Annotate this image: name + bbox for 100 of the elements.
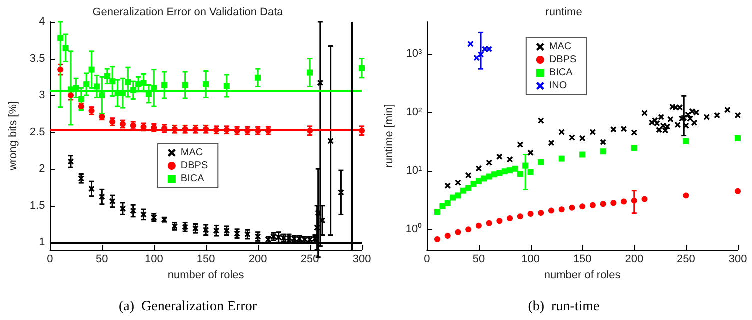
y-tick-label: 10² bbox=[406, 106, 422, 118]
point bbox=[182, 82, 188, 88]
point bbox=[517, 142, 524, 148]
point bbox=[580, 152, 586, 158]
point bbox=[78, 176, 84, 182]
point bbox=[714, 112, 720, 118]
point bbox=[569, 134, 576, 141]
point bbox=[450, 194, 456, 201]
point bbox=[600, 201, 606, 208]
point bbox=[580, 135, 586, 142]
point bbox=[704, 114, 710, 120]
point bbox=[62, 45, 69, 52]
point bbox=[444, 233, 451, 239]
legend-label: DBPS bbox=[549, 54, 577, 66]
point bbox=[476, 178, 482, 184]
point bbox=[58, 66, 64, 73]
point bbox=[466, 226, 472, 233]
point bbox=[224, 228, 230, 234]
point bbox=[528, 150, 534, 156]
point bbox=[88, 186, 95, 192]
point bbox=[307, 70, 314, 76]
point bbox=[444, 182, 451, 189]
point bbox=[99, 92, 106, 99]
point bbox=[735, 135, 741, 142]
point bbox=[440, 203, 446, 210]
point bbox=[224, 82, 230, 89]
point bbox=[724, 107, 731, 114]
point bbox=[162, 82, 168, 88]
point bbox=[328, 138, 334, 144]
x-tick-label: 300 bbox=[728, 254, 748, 266]
text: (b) run-time bbox=[528, 300, 600, 314]
point bbox=[455, 229, 462, 236]
point bbox=[691, 120, 698, 126]
y-tick-label: 4 bbox=[39, 16, 46, 28]
point bbox=[668, 116, 674, 122]
point bbox=[140, 212, 147, 218]
point bbox=[569, 204, 576, 211]
point bbox=[689, 108, 696, 114]
point bbox=[140, 80, 147, 86]
point bbox=[130, 208, 136, 214]
point bbox=[84, 82, 90, 88]
y-tick-label: 10¹ bbox=[406, 165, 422, 178]
point bbox=[735, 112, 741, 118]
point bbox=[110, 198, 116, 204]
point bbox=[434, 209, 440, 216]
point bbox=[203, 227, 210, 234]
chart-title: runtime bbox=[546, 6, 582, 18]
point bbox=[610, 126, 617, 133]
x-tick-label: 100 bbox=[144, 254, 164, 266]
chart-title: Generalization Error on Validation Data bbox=[92, 6, 284, 18]
point bbox=[434, 236, 440, 242]
point bbox=[203, 82, 210, 88]
point bbox=[507, 156, 514, 163]
point bbox=[558, 156, 565, 162]
point bbox=[631, 130, 638, 136]
point bbox=[600, 148, 606, 155]
x-tick-label: 150 bbox=[573, 254, 592, 266]
point bbox=[255, 74, 262, 81]
point bbox=[476, 222, 482, 229]
point bbox=[538, 210, 544, 216]
point bbox=[314, 224, 320, 231]
point bbox=[621, 198, 628, 205]
y-tick-label: 1 bbox=[39, 236, 46, 249]
point bbox=[486, 160, 492, 166]
point bbox=[110, 78, 116, 85]
point bbox=[517, 171, 524, 178]
point bbox=[683, 192, 690, 199]
point bbox=[558, 129, 565, 136]
y-tick-label: 10⁰ bbox=[406, 222, 422, 236]
point bbox=[658, 114, 664, 120]
y-tick-label: 10³ bbox=[406, 48, 422, 60]
x-tick-label: 200 bbox=[625, 254, 644, 266]
y-axis-title: wrong bits [%] bbox=[8, 101, 20, 172]
y-tick-label: 3 bbox=[39, 90, 46, 102]
legend-label: MAC bbox=[180, 148, 204, 158]
point bbox=[735, 188, 741, 194]
point bbox=[99, 194, 106, 200]
x-tick-label: 150 bbox=[196, 254, 216, 266]
point bbox=[320, 218, 326, 224]
point bbox=[610, 200, 617, 206]
point bbox=[466, 172, 472, 179]
legend-label: DBPS bbox=[180, 160, 208, 172]
point bbox=[120, 206, 126, 212]
point bbox=[548, 208, 554, 214]
legend-label: BICA bbox=[180, 174, 205, 184]
point bbox=[517, 214, 524, 220]
point bbox=[538, 160, 544, 166]
point bbox=[94, 84, 100, 90]
point bbox=[88, 66, 95, 73]
point bbox=[590, 202, 596, 208]
point bbox=[125, 79, 132, 86]
point bbox=[486, 220, 492, 226]
point bbox=[213, 228, 220, 234]
point bbox=[600, 139, 606, 146]
point bbox=[642, 110, 648, 116]
x-tick-label: 0 bbox=[47, 254, 54, 266]
x-tick-label: 50 bbox=[472, 254, 486, 266]
x-axis-title: number of roles bbox=[544, 269, 622, 282]
y-tick-label: 1.5 bbox=[30, 200, 46, 212]
x-tick-label: 200 bbox=[248, 254, 268, 266]
